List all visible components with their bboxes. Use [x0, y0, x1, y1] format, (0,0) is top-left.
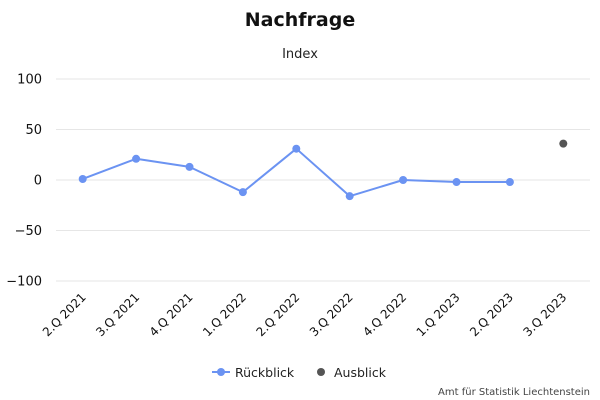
data-point-rueckblick[interactable] [185, 162, 194, 171]
legend-marker-rueckblick [217, 368, 225, 376]
x-tick-label: 2.Q 2021 [40, 290, 89, 339]
x-axis-ticks: 2.Q 2021 3.Q 2021 4.Q 2021 1.Q 2022 2.Q 2022… [40, 290, 570, 339]
legend: Rückblick Ausblick [212, 365, 387, 380]
series-line-rueckblick [82, 147, 510, 198]
legend-label-rueckblick: Rückblick [235, 365, 295, 380]
x-tick-label: 3.Q 2021 [93, 290, 142, 339]
data-point-rueckblick[interactable] [132, 154, 141, 163]
data-point-rueckblick[interactable] [452, 178, 461, 187]
data-point-rueckblick[interactable] [238, 188, 247, 197]
data-point-rueckblick[interactable] [292, 144, 301, 153]
chart-credit: Amt für Statistik Liechtenstein [438, 387, 590, 398]
x-tick-label: 4.Q 2022 [360, 290, 409, 339]
y-tick-label: −100 [6, 275, 42, 290]
series-layer [78, 139, 568, 201]
legend-item-ausblick[interactable]: Ausblick [317, 365, 387, 380]
data-point-rueckblick[interactable] [399, 176, 408, 184]
x-tick-label: 2.Q 2023 [467, 290, 516, 339]
y-tick-label: 50 [25, 123, 42, 138]
data-point-ausblick[interactable] [559, 139, 568, 148]
y-tick-label: 100 [17, 73, 42, 88]
x-tick-label: 3.Q 2023 [520, 290, 569, 339]
data-point-rueckblick[interactable] [345, 192, 354, 201]
legend-marker-ausblick [317, 368, 325, 376]
x-tick-label: 4.Q 2021 [147, 290, 196, 339]
x-tick-label: 1.Q 2023 [414, 290, 463, 339]
y-axis-ticks: −100 −50 0 50 100 [6, 73, 42, 290]
legend-label-ausblick: Ausblick [334, 365, 387, 380]
chart-subtitle: Index [282, 47, 318, 62]
y-tick-label: −50 [15, 224, 42, 239]
chart-title: Nachfrage [245, 9, 355, 31]
legend-item-rueckblick[interactable]: Rückblick [212, 365, 295, 380]
data-point-rueckblick[interactable] [505, 178, 514, 187]
data-point-rueckblick[interactable] [78, 174, 87, 183]
x-tick-label: 3.Q 2022 [307, 290, 356, 339]
x-tick-label: 2.Q 2022 [253, 290, 302, 339]
y-tick-label: 0 [34, 174, 42, 189]
x-tick-label: 1.Q 2022 [200, 290, 249, 339]
gridlines [56, 78, 590, 282]
